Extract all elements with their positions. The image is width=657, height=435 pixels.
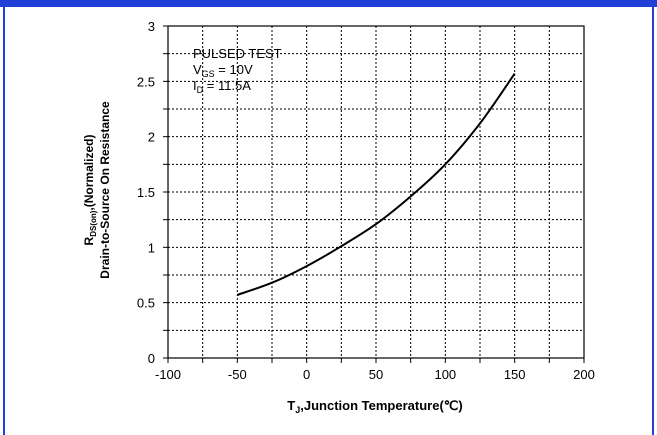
annotation-line-3: ID = 11.5A <box>193 78 251 95</box>
tick-marks <box>163 25 585 363</box>
x-tick-label: -50 <box>228 367 247 382</box>
frame-left-border <box>3 7 5 435</box>
annotation-line-1: PULSED TEST <box>193 46 282 61</box>
y-tick-label: 2.5 <box>137 74 155 89</box>
grid <box>168 26 584 358</box>
x-tick-label: 150 <box>504 367 526 382</box>
x-tick-label: -100 <box>155 367 181 382</box>
y-axis-title-line-2: Drain-to-Source On Resistance <box>98 101 112 279</box>
y-tick-label: 0 <box>148 351 155 366</box>
frame-right-border <box>652 7 654 435</box>
frame-top-bar <box>0 0 657 7</box>
y-tick-labels: 0 0.5 1 1.5 2 2.5 3 <box>137 19 155 366</box>
annotation-line-2: VGS = 10V <box>193 62 253 79</box>
x-tick-label: 200 <box>573 367 595 382</box>
series-line <box>236 73 516 296</box>
series-layer <box>236 73 516 296</box>
y-tick-label: 0.5 <box>137 296 155 311</box>
x-axis-title: TJ,Junction Temperature(℃) <box>287 398 462 415</box>
y-tick-label: 1 <box>148 240 155 255</box>
y-tick-label: 1.5 <box>137 185 155 200</box>
x-tick-label: 100 <box>434 367 456 382</box>
x-tick-labels: -100 -50 0 50 100 150 200 <box>155 367 595 382</box>
y-tick-label: 3 <box>148 19 155 34</box>
y-tick-label: 2 <box>148 130 155 145</box>
x-tick-label: 50 <box>369 367 383 382</box>
x-tick-label: 0 <box>303 367 310 382</box>
y-axis-title-line-1: RDS(on),(Normalized) <box>82 135 98 246</box>
